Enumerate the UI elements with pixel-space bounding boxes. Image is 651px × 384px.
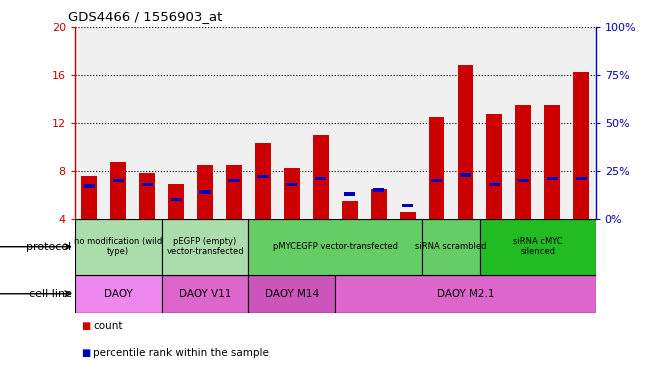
Text: ■: ■ xyxy=(81,321,90,331)
Bar xyxy=(284,169,300,219)
Bar xyxy=(431,179,442,182)
Bar xyxy=(458,65,473,219)
Bar xyxy=(161,275,249,313)
Bar xyxy=(547,177,558,180)
Bar xyxy=(226,165,242,219)
Bar xyxy=(342,201,357,219)
Bar xyxy=(344,192,355,196)
Bar xyxy=(161,219,249,275)
Bar xyxy=(171,198,182,202)
Bar xyxy=(518,179,529,182)
Bar xyxy=(574,73,589,219)
Bar xyxy=(373,188,384,192)
Text: percentile rank within the sample: percentile rank within the sample xyxy=(93,348,269,358)
Bar xyxy=(75,219,161,275)
Bar xyxy=(249,275,335,313)
Bar xyxy=(110,162,126,219)
Bar xyxy=(313,135,329,219)
Bar xyxy=(199,190,211,194)
Bar xyxy=(286,182,298,186)
Text: DAOY V11: DAOY V11 xyxy=(179,289,231,299)
Text: count: count xyxy=(93,321,122,331)
Bar xyxy=(255,143,271,219)
Text: DAOY M14: DAOY M14 xyxy=(265,289,319,299)
Bar xyxy=(81,176,97,219)
Bar xyxy=(480,219,596,275)
Text: siRNA scrambled: siRNA scrambled xyxy=(415,242,487,251)
Text: DAOY M2.1: DAOY M2.1 xyxy=(437,289,494,299)
Text: ■: ■ xyxy=(81,348,90,358)
Bar xyxy=(460,173,471,177)
Bar xyxy=(422,219,480,275)
Text: cell line: cell line xyxy=(29,289,72,299)
Bar xyxy=(544,105,561,219)
Bar xyxy=(489,182,500,186)
Bar xyxy=(113,179,124,182)
Text: no modification (wild
type): no modification (wild type) xyxy=(74,237,162,257)
Text: pEGFP (empty)
vector-transfected: pEGFP (empty) vector-transfected xyxy=(166,237,244,257)
Bar xyxy=(168,184,184,219)
Bar xyxy=(139,173,155,219)
Bar xyxy=(75,275,161,313)
Bar xyxy=(315,177,326,180)
Bar xyxy=(257,175,268,179)
Bar xyxy=(142,182,153,186)
Bar xyxy=(335,275,596,313)
Bar xyxy=(486,114,503,219)
Bar xyxy=(370,189,387,219)
Bar xyxy=(402,204,413,207)
Bar xyxy=(575,177,587,180)
Bar xyxy=(400,212,415,219)
Bar xyxy=(516,105,531,219)
Bar xyxy=(229,179,240,182)
Text: pMYCEGFP vector-transfected: pMYCEGFP vector-transfected xyxy=(273,242,398,251)
Bar xyxy=(249,219,422,275)
Text: siRNA cMYC
silenced: siRNA cMYC silenced xyxy=(513,237,562,257)
Bar xyxy=(197,165,213,219)
Text: GDS4466 / 1556903_at: GDS4466 / 1556903_at xyxy=(68,10,223,23)
Text: DAOY: DAOY xyxy=(104,289,133,299)
Bar xyxy=(84,184,95,188)
Text: protocol: protocol xyxy=(26,242,72,252)
Bar xyxy=(428,117,445,219)
